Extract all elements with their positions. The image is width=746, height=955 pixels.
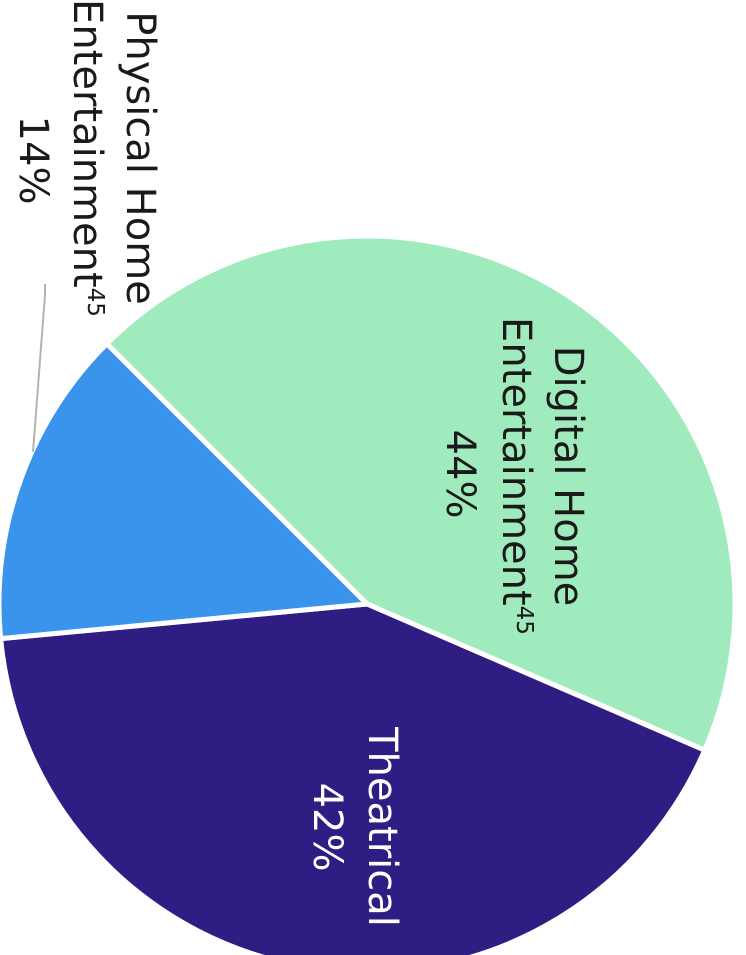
pie-slice-digital (104, 233, 738, 753)
leader-line-physical (32, 284, 46, 453)
pie-slice-theatrical (0, 601, 708, 955)
slice-value-theatrical: 42% (304, 783, 350, 872)
pie-slice-physical (0, 341, 370, 642)
slice-label-physical-line2-text: Entertainment (64, 0, 110, 288)
slice-label-physical: Physical Home (117, 11, 163, 305)
slice-label-theatrical: Theatrical (359, 726, 405, 927)
slice-value-digital: 44% (437, 430, 483, 519)
slice-label-digital: Digital Home (545, 346, 591, 607)
slice-label-physical-line2: Entertainment45 (64, 0, 110, 317)
slice-value-physical: 14% (10, 116, 56, 205)
slice-label-digital-line2-text: Entertainment (493, 317, 539, 606)
footnote-marker-physical: 45 (82, 288, 108, 317)
footnote-marker-digital: 45 (511, 606, 537, 635)
slice-label-digital-line2: Entertainment45 (493, 317, 539, 635)
